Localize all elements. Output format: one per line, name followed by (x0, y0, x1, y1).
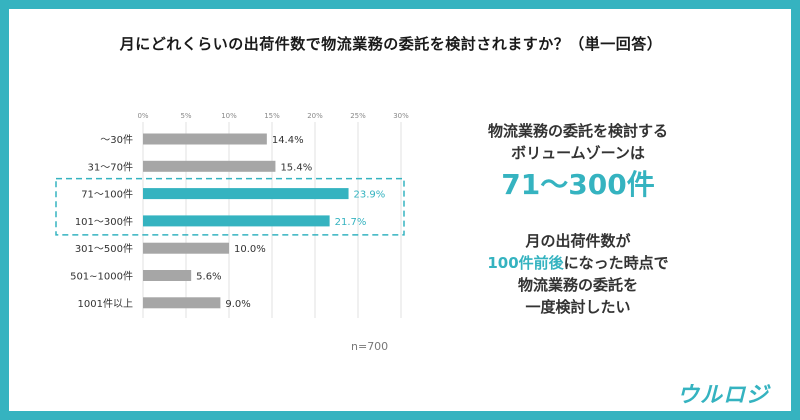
brand-logo: ウルロジ (677, 383, 770, 408)
value-label: 9.0% (225, 299, 250, 310)
x-tick-label: 5% (180, 112, 191, 120)
chart-title: 月にどれくらいの出荷件数で物流業務の委託を検討されますか？（単一回答） (119, 35, 663, 53)
x-axis-ticks: 0% 5% 10% 15% 20% 25% 30% (137, 112, 409, 120)
x-tick-label: 25% (350, 112, 366, 120)
value-label: 15.4% (280, 162, 312, 173)
bar (143, 133, 267, 145)
category-label: ～30件 (100, 134, 133, 146)
value-label: 23.9% (354, 190, 386, 201)
bar (143, 160, 276, 172)
callout-line1: 物流業務の委託を検討する (487, 122, 668, 140)
category-label: 1001件以上 (78, 298, 133, 310)
x-tick-label: 15% (264, 112, 280, 120)
value-label: 5.6% (196, 272, 221, 283)
value-labels: 14.4% 15.4% 23.9% 21.7% 10.0% 5.6% 9.0% (196, 135, 385, 310)
callout-big-number: 71～300件 (501, 168, 655, 201)
bar (143, 270, 192, 281)
category-label: 301～500件 (75, 243, 133, 255)
callout-line4-rest: になった時点で (563, 254, 669, 272)
highlight-box (55, 177, 405, 236)
value-label: 21.7% (335, 217, 367, 228)
x-tick-label: 10% (221, 112, 237, 120)
value-label: 14.4% (272, 135, 304, 146)
bar (143, 215, 330, 227)
callout-line4: 100件前後になった時点で (448, 252, 708, 274)
value-label: 10.0% (234, 244, 266, 255)
sample-size-label: n=700 (351, 340, 388, 353)
callout-line2: ボリュームゾーンは (511, 144, 645, 162)
category-label: 501~1000件 (70, 271, 133, 283)
bar (143, 242, 229, 254)
category-label: 71～100件 (81, 189, 133, 201)
callout-line6: 一度検討したい (525, 298, 631, 316)
bars (143, 133, 349, 309)
callout-line3: 月の出荷件数が (525, 232, 631, 250)
x-tick-label: 30% (393, 112, 409, 120)
callout-line4-highlight: 100件前後 (487, 254, 564, 272)
x-tick-label: 0% (137, 112, 148, 120)
callout-consider: 月の出荷件数が 100件前後になった時点で 物流業務の委託を 一度検討したい (448, 230, 708, 318)
bar (143, 188, 349, 200)
x-tick-label: 20% (307, 112, 323, 120)
category-labels: ～30件 31～70件 71～100件 101～300件 301～500件 501~100… (70, 134, 133, 310)
category-label: 31～70件 (88, 161, 133, 173)
category-label: 101～300件 (75, 216, 133, 228)
callout-line5: 物流業務の委託を (517, 276, 638, 294)
callout-volume-zone: 物流業務の委託を検討する ボリュームゾーンは 71～300件 (448, 120, 708, 203)
bar (143, 297, 221, 309)
